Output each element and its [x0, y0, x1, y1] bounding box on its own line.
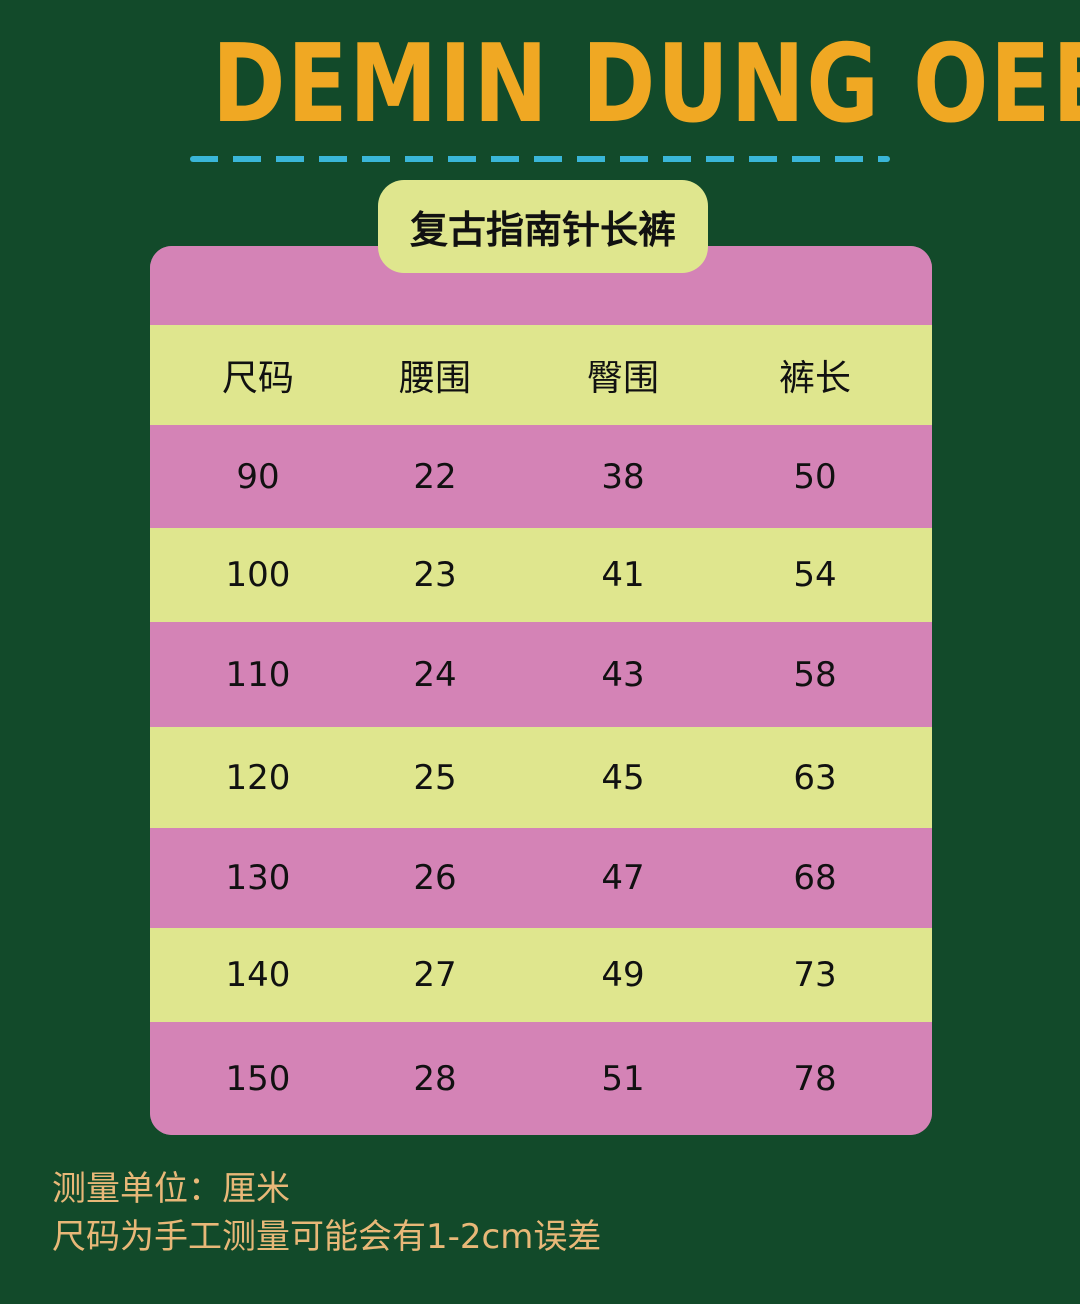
cell-waist: 28 — [413, 1058, 457, 1099]
cell-length: 50 — [793, 456, 837, 497]
unit-note: 测量单位：厘米 — [52, 1169, 290, 1209]
cell-size: 120 — [225, 757, 291, 798]
cell-waist: 22 — [413, 456, 457, 497]
cell-size: 140 — [225, 955, 291, 995]
cell-size: 150 — [225, 1058, 291, 1099]
cell-length: 54 — [793, 555, 837, 595]
cell-size: 110 — [225, 654, 291, 695]
cell-waist: 27 — [413, 955, 457, 995]
error-note: 尺码为手工测量可能会有1-2cm误差 — [52, 1217, 602, 1257]
cell-hip: 43 — [601, 654, 645, 695]
dashed-divider — [190, 156, 890, 162]
table-row: 120 25 45 63 — [150, 727, 932, 828]
cell-hip: 51 — [601, 1058, 645, 1099]
cell-length: 73 — [793, 955, 837, 995]
table-row: 110 24 43 58 — [150, 622, 932, 727]
cell-size: 130 — [225, 858, 291, 898]
table-row: 150 28 51 78 — [150, 1022, 932, 1135]
size-table: 尺码 腰围 臀围 裤长 90 22 38 50 100 23 41 54 110 24 43 58 12… — [150, 246, 932, 1135]
cell-size: 100 — [225, 555, 291, 595]
cell-size: 90 — [236, 456, 280, 497]
cell-hip: 49 — [601, 955, 645, 995]
table-row: 90 22 38 50 — [150, 425, 932, 528]
cell-hip: 47 — [601, 858, 645, 898]
cell-length: 68 — [793, 858, 837, 898]
cell-hip: 45 — [601, 757, 645, 798]
brand-logo: DEMIN DUNG OEE — [212, 22, 1080, 147]
cell-hip: 41 — [601, 555, 645, 595]
cell-waist: 26 — [413, 858, 457, 898]
table-header-row: 尺码 腰围 臀围 裤长 — [150, 325, 932, 425]
header-hip: 臀围 — [586, 358, 659, 399]
cell-waist: 23 — [413, 555, 457, 595]
cell-length: 78 — [793, 1058, 837, 1099]
header-waist: 腰围 — [398, 358, 471, 399]
cell-waist: 24 — [413, 654, 457, 695]
header-size: 尺码 — [221, 358, 294, 399]
table-row: 130 26 47 68 — [150, 828, 932, 928]
cell-hip: 38 — [601, 456, 645, 497]
table-row: 140 27 49 73 — [150, 928, 932, 1022]
cell-waist: 25 — [413, 757, 457, 798]
header-length: 裤长 — [778, 358, 851, 399]
table-row: 100 23 41 54 — [150, 528, 932, 622]
product-title: 复古指南针长裤 — [378, 180, 708, 273]
cell-length: 63 — [793, 757, 837, 798]
cell-length: 58 — [793, 654, 837, 695]
